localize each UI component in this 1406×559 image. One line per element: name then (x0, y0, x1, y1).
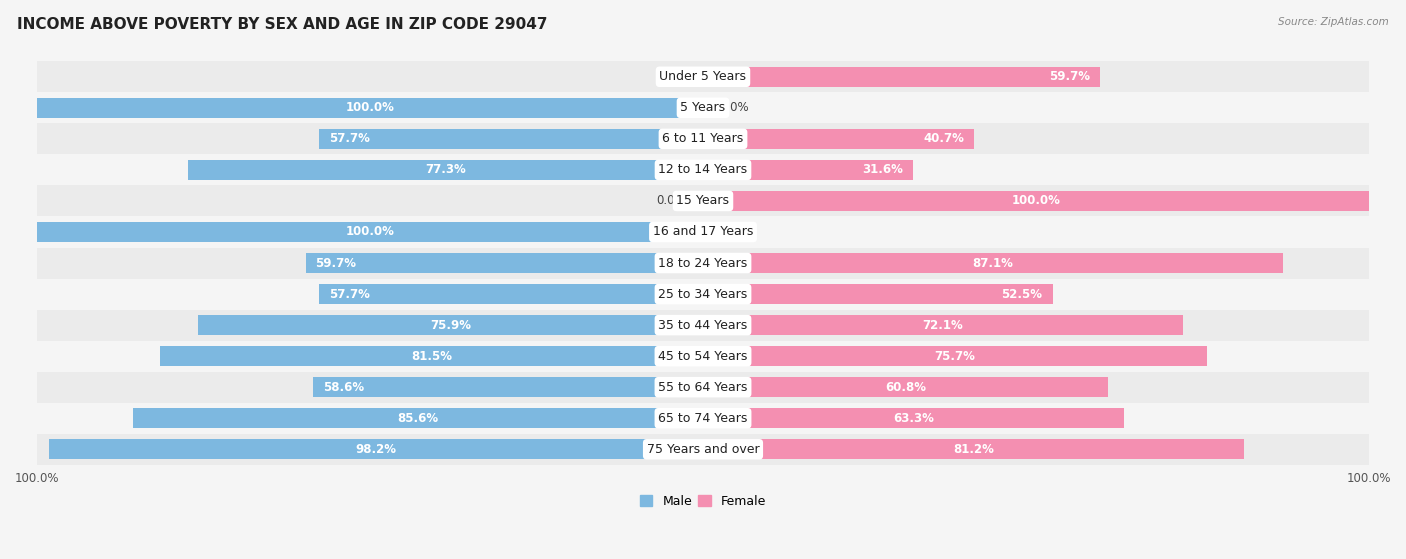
Bar (134, 408, 703, 428)
Bar (37, 222, 703, 242)
Bar (703, 222, 713, 242)
Text: Source: ZipAtlas.com: Source: ZipAtlas.com (1278, 17, 1389, 27)
Text: 18 to 24 Years: 18 to 24 Years (658, 257, 748, 269)
Legend: Male, Female: Male, Female (636, 490, 770, 513)
Text: 59.7%: 59.7% (1049, 70, 1091, 83)
Bar (703, 67, 1101, 87)
Text: 35 to 44 Years: 35 to 44 Years (658, 319, 748, 331)
Text: 45 to 54 Years: 45 to 54 Years (658, 349, 748, 363)
Bar (703, 346, 1206, 366)
Bar (703, 284, 1053, 304)
Bar (305, 253, 703, 273)
Text: 100.0%: 100.0% (346, 101, 395, 115)
Text: 100.0%: 100.0% (346, 225, 395, 239)
Bar (693, 67, 703, 87)
Text: 0.0%: 0.0% (657, 70, 686, 83)
Text: 65 to 74 Years: 65 to 74 Years (658, 412, 748, 425)
Bar (703, 129, 974, 149)
Text: 16 and 17 Years: 16 and 17 Years (652, 225, 754, 239)
Text: 58.6%: 58.6% (323, 381, 364, 394)
Bar (188, 160, 703, 180)
Bar (703, 253, 1282, 273)
Bar (37, 92, 1369, 124)
Bar (703, 439, 1243, 459)
Bar (37, 434, 1369, 465)
Bar (693, 191, 703, 211)
Text: 57.7%: 57.7% (329, 287, 370, 301)
Text: 75.7%: 75.7% (935, 349, 976, 363)
Text: 100.0%: 100.0% (1011, 195, 1060, 207)
Bar (37, 278, 1369, 310)
Bar (319, 284, 703, 304)
Bar (703, 377, 1108, 397)
Bar (703, 160, 914, 180)
Text: 98.2%: 98.2% (356, 443, 396, 456)
Text: 85.6%: 85.6% (398, 412, 439, 425)
Text: 63.3%: 63.3% (893, 412, 934, 425)
Text: 0.0%: 0.0% (720, 225, 749, 239)
Bar (37, 61, 1369, 92)
Bar (37, 372, 1369, 402)
Bar (37, 124, 1369, 154)
Text: 72.1%: 72.1% (922, 319, 963, 331)
Text: 6 to 11 Years: 6 to 11 Years (662, 132, 744, 145)
Bar (160, 346, 703, 366)
Text: Under 5 Years: Under 5 Years (659, 70, 747, 83)
Text: 0.0%: 0.0% (657, 195, 686, 207)
Text: 77.3%: 77.3% (425, 163, 465, 177)
Text: 0.0%: 0.0% (720, 101, 749, 115)
Bar (37, 186, 1369, 216)
Bar (37, 310, 1369, 340)
Bar (703, 191, 1369, 211)
Bar (49, 439, 703, 459)
Bar (703, 315, 1182, 335)
Text: 52.5%: 52.5% (1001, 287, 1042, 301)
Text: 75.9%: 75.9% (430, 319, 471, 331)
Text: 60.8%: 60.8% (884, 381, 927, 394)
Text: INCOME ABOVE POVERTY BY SEX AND AGE IN ZIP CODE 29047: INCOME ABOVE POVERTY BY SEX AND AGE IN Z… (17, 17, 547, 32)
Text: 25 to 34 Years: 25 to 34 Years (658, 287, 748, 301)
Text: 12 to 14 Years: 12 to 14 Years (658, 163, 748, 177)
Text: 15 Years: 15 Years (676, 195, 730, 207)
Bar (703, 408, 1125, 428)
Text: 31.6%: 31.6% (862, 163, 904, 177)
Bar (314, 377, 703, 397)
Bar (37, 340, 1369, 372)
Text: 55 to 64 Years: 55 to 64 Years (658, 381, 748, 394)
Bar (319, 129, 703, 149)
Bar (37, 402, 1369, 434)
Text: 81.5%: 81.5% (411, 349, 453, 363)
Text: 87.1%: 87.1% (973, 257, 1014, 269)
Text: 40.7%: 40.7% (924, 132, 965, 145)
Text: 81.2%: 81.2% (953, 443, 994, 456)
Text: 75 Years and over: 75 Years and over (647, 443, 759, 456)
Bar (37, 248, 1369, 278)
Bar (37, 216, 1369, 248)
Text: 5 Years: 5 Years (681, 101, 725, 115)
Text: 59.7%: 59.7% (315, 257, 357, 269)
Bar (198, 315, 703, 335)
Bar (37, 154, 1369, 186)
Bar (703, 98, 713, 118)
Bar (37, 98, 703, 118)
Text: 57.7%: 57.7% (329, 132, 370, 145)
